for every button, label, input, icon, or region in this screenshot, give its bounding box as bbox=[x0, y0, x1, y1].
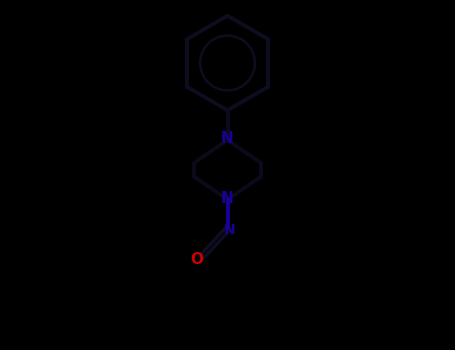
Text: N: N bbox=[221, 132, 234, 146]
Text: O: O bbox=[191, 252, 203, 266]
Text: N: N bbox=[221, 191, 234, 206]
Text: N: N bbox=[224, 223, 236, 237]
